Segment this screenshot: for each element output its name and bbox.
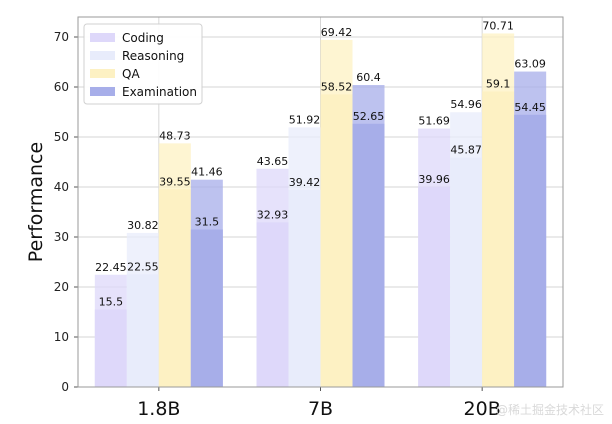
legend-swatch	[90, 69, 115, 78]
data-label: 59.1	[486, 78, 511, 91]
legend-box	[83, 23, 203, 105]
x-tick-label: 1.8B	[137, 398, 180, 420]
legend-label: Examination	[122, 85, 197, 99]
data-label: 54.96	[450, 98, 482, 111]
data-label: 31.5	[195, 216, 220, 229]
bars	[94, 33, 547, 388]
bar-lower-reasoning	[450, 157, 483, 387]
bar-lower-qa	[482, 91, 515, 387]
bar-lower-qa	[158, 189, 191, 387]
y-tick-label: 20	[54, 280, 69, 294]
data-label: 58.52	[321, 80, 353, 93]
y-tick-label: 40	[54, 180, 69, 194]
data-label: 39.55	[159, 175, 191, 188]
data-label: 43.65	[257, 155, 289, 168]
data-label: 52.65	[353, 110, 385, 123]
bar-lower-coding	[418, 187, 451, 387]
data-label: 41.46	[191, 166, 223, 179]
data-label: 48.73	[159, 129, 191, 142]
data-label: 39.42	[289, 176, 321, 189]
bar-lower-examination	[352, 123, 385, 387]
legend-swatch	[90, 51, 115, 60]
data-label: 70.71	[482, 19, 514, 32]
data-label: 51.69	[418, 115, 450, 128]
axes: 0 10 20 30 40 50 60 70 1.8B 7B 20B Performance	[25, 16, 564, 420]
x-tick-label: 20B	[464, 398, 501, 420]
bar-lower-reasoning	[288, 189, 321, 387]
legend-swatch	[90, 87, 115, 96]
bar-lower-qa	[320, 94, 353, 388]
data-label: 15.5	[99, 296, 124, 309]
legend-label: Reasoning	[122, 49, 184, 63]
legend-label: Coding	[122, 31, 164, 45]
data-label: 39.96	[418, 173, 450, 186]
bar-lower-examination	[190, 229, 223, 387]
bar-lower-coding	[94, 309, 127, 387]
data-label: 51.92	[289, 113, 321, 126]
bar-lower-examination	[514, 114, 547, 387]
data-label: 54.45	[514, 101, 546, 114]
data-label: 45.87	[450, 144, 482, 157]
legend-label: QA	[122, 67, 140, 81]
y-tick-label: 10	[54, 330, 69, 344]
data-label: 63.09	[514, 58, 546, 71]
y-tick-label: 0	[61, 380, 69, 394]
y-tick-label: 50	[54, 130, 69, 144]
bar-lower-reasoning	[126, 274, 159, 387]
data-label: 22.45	[95, 261, 127, 274]
data-label: 60.4	[356, 71, 381, 84]
y-axis-label: Performance	[25, 142, 47, 262]
bar-lower-coding	[256, 222, 289, 387]
y-tick-label: 60	[54, 80, 69, 94]
legend-swatch	[90, 33, 115, 42]
y-tick-label: 30	[54, 230, 69, 244]
watermark: @稀土掘金技术社区	[495, 403, 604, 417]
legend: Coding Reasoning QA Examination	[83, 23, 203, 105]
data-label: 30.82	[127, 219, 159, 232]
x-tick-label: 7B	[308, 398, 333, 420]
data-label: 32.93	[257, 208, 289, 221]
data-label: 69.42	[321, 26, 353, 39]
y-tick-label: 70	[54, 30, 69, 44]
data-label: 22.55	[127, 260, 159, 273]
plot-frame	[77, 16, 564, 388]
